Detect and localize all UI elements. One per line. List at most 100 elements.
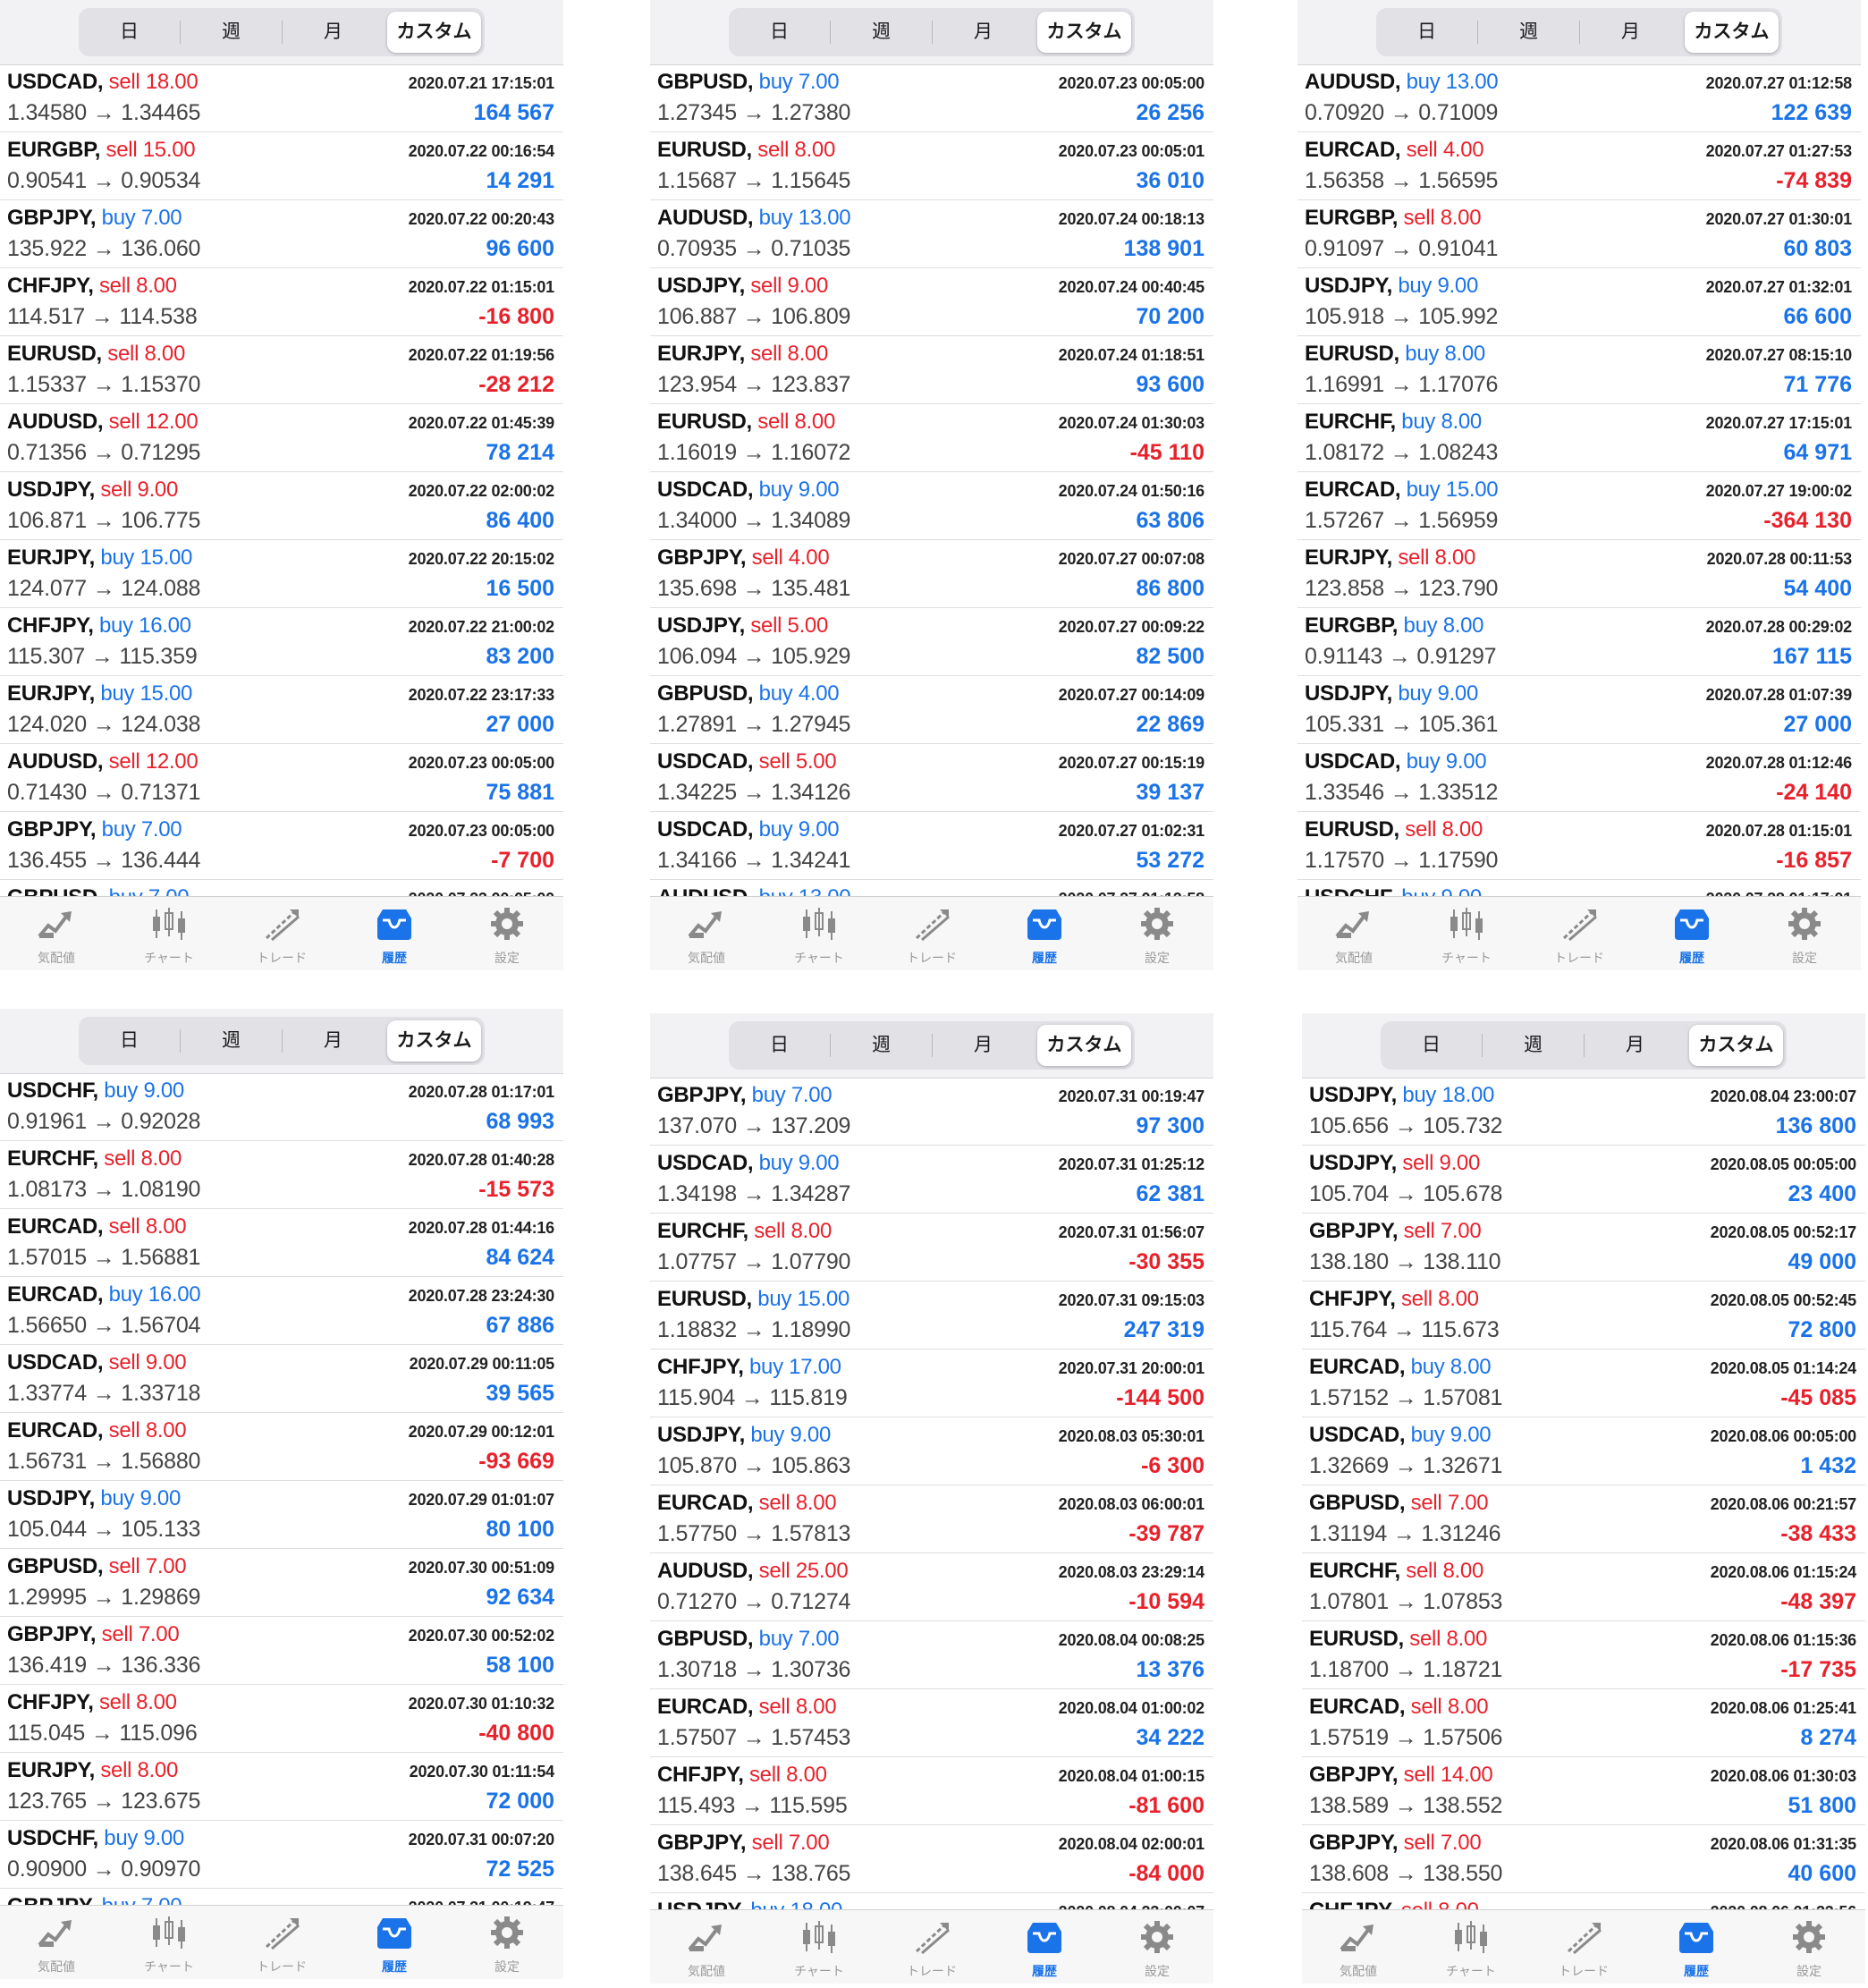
- trade-row[interactable]: USDJPY, sell 5.00 2020.07.27 00:09:22 106.…: [650, 608, 1213, 676]
- trade-row[interactable]: EURUSD, sell 8.00 2020.08.06 01:15:36 1.18…: [1302, 1621, 1865, 1689]
- trade-row[interactable]: USDCAD, sell 18.00 2020.07.21 17:15:01 1.3…: [0, 64, 563, 132]
- period-segment[interactable]: カスタム: [387, 12, 481, 53]
- period-segment[interactable]: 日: [120, 21, 139, 42]
- trade-row[interactable]: CHFJPY, sell 8.00 2020.08.05 00:52:45 115.…: [1302, 1282, 1865, 1349]
- trade-history-list[interactable]: GBPJPY, buy 7.00 2020.07.31 00:19:47 137.0…: [650, 1078, 1213, 1909]
- tab-history[interactable]: 履歴: [1636, 897, 1748, 970]
- trade-row[interactable]: EURUSD, sell 8.00 2020.07.24 01:30:03 1.16…: [650, 404, 1213, 472]
- trade-history-list[interactable]: AUDUSD, buy 13.00 2020.07.27 01:12:58 0.70…: [1297, 64, 1861, 896]
- trade-row[interactable]: AUDUSD, buy 13.00 2020.07.27 01:12:58 0.70…: [1297, 64, 1861, 132]
- period-segment[interactable]: カスタム: [1685, 12, 1779, 53]
- trade-row[interactable]: GBPJPY, sell 7.00 2020.08.05 00:52:17 138.…: [1302, 1214, 1865, 1282]
- period-segment[interactable]: 週: [1519, 21, 1538, 42]
- trade-row[interactable]: AUDUSD, sell 25.00 2020.08.03 23:29:14 0.7…: [650, 1553, 1213, 1621]
- trade-row[interactable]: EURJPY, buy 15.00 2020.07.22 20:15:02 124.…: [0, 540, 563, 608]
- trade-row[interactable]: EURCAD, sell 8.00 2020.08.03 06:00:01 1.57…: [650, 1485, 1213, 1553]
- trade-row[interactable]: GBPUSD, buy 4.00 2020.07.27 00:14:09 1.278…: [650, 676, 1213, 744]
- trade-row[interactable]: EURGBP, sell 8.00 2020.07.27 01:30:01 0.91…: [1297, 200, 1861, 268]
- period-segment[interactable]: 日: [770, 21, 789, 42]
- tab-settings[interactable]: 設定: [1101, 897, 1213, 970]
- tab-chart[interactable]: チャート: [763, 1910, 875, 1984]
- trade-row[interactable]: EURCAD, buy 15.00 2020.07.27 19:00:02 1.57…: [1297, 472, 1861, 540]
- trade-row[interactable]: AUDUSD, buy 13.00 2020.07.27 01:12:58: [650, 880, 1213, 896]
- tab-trade[interactable]: トレード: [875, 897, 988, 970]
- trade-row[interactable]: CHFJPY, sell 8.00 2020.08.04 01:00:15 115.…: [650, 1757, 1213, 1825]
- trade-row[interactable]: EURCHF, sell 8.00 2020.07.31 01:56:07 1.07…: [650, 1214, 1213, 1282]
- trade-row[interactable]: GBPJPY, sell 7.00 2020.08.04 02:00:01 138.…: [650, 1825, 1213, 1893]
- trade-row[interactable]: USDJPY, buy 9.00 2020.08.03 05:30:01 105.8…: [650, 1417, 1213, 1485]
- trade-row[interactable]: USDJPY, buy 18.00 2020.08.04 23:00:07 105.…: [1302, 1078, 1865, 1146]
- trade-row[interactable]: EURCAD, buy 8.00 2020.08.05 01:14:24 1.571…: [1302, 1349, 1865, 1417]
- tab-trade[interactable]: トレード: [875, 1910, 988, 1984]
- tab-history[interactable]: 履歴: [988, 1910, 1101, 1984]
- period-segment[interactable]: 週: [872, 21, 891, 42]
- trade-row[interactable]: GBPUSD, sell 7.00 2020.08.06 00:21:57 1.31…: [1302, 1485, 1865, 1553]
- trade-row[interactable]: CHFJPY, sell 8.00 2020.08.06 01:33:56: [1302, 1893, 1865, 1909]
- period-segment[interactable]: 月: [1621, 21, 1640, 42]
- tab-chart[interactable]: チャート: [113, 1906, 225, 1979]
- trade-row[interactable]: EURCAD, buy 16.00 2020.07.28 23:24:30 1.56…: [0, 1277, 563, 1345]
- tab-settings[interactable]: 設定: [1101, 1910, 1213, 1984]
- tab-history[interactable]: 履歴: [338, 1906, 451, 1979]
- period-segment[interactable]: 週: [222, 1030, 241, 1051]
- tab-quotes[interactable]: 気配値: [1302, 1910, 1415, 1984]
- period-segment[interactable]: 月: [324, 1030, 342, 1051]
- trade-row[interactable]: EURUSD, buy 15.00 2020.07.31 09:15:03 1.18…: [650, 1282, 1213, 1349]
- trade-row[interactable]: USDCAD, sell 5.00 2020.07.27 00:15:19 1.34…: [650, 744, 1213, 812]
- tab-trade[interactable]: トレード: [1527, 1910, 1640, 1984]
- tab-history[interactable]: 履歴: [338, 897, 451, 970]
- tab-quotes[interactable]: 気配値: [0, 897, 113, 970]
- tab-quotes[interactable]: 気配値: [650, 897, 763, 970]
- trade-row[interactable]: EURCAD, sell 8.00 2020.07.28 01:44:16 1.57…: [0, 1209, 563, 1277]
- trade-row[interactable]: GBPJPY, sell 7.00 2020.07.30 00:52:02 136.…: [0, 1617, 563, 1685]
- trade-row[interactable]: USDCHF, buy 9.00 2020.07.31 00:07:20 0.909…: [0, 1821, 563, 1889]
- trade-row[interactable]: AUDUSD, sell 12.00 2020.07.23 00:05:00 0.7…: [0, 744, 563, 812]
- tab-settings[interactable]: 設定: [451, 897, 563, 970]
- trade-row[interactable]: GBPJPY, sell 14.00 2020.08.06 01:30:03 138…: [1302, 1757, 1865, 1825]
- trade-row[interactable]: GBPJPY, buy 7.00 2020.07.31 00:19:47 137.0…: [650, 1078, 1213, 1146]
- tab-quotes[interactable]: 気配値: [650, 1910, 763, 1984]
- trade-row[interactable]: AUDUSD, sell 12.00 2020.07.22 01:45:39 0.7…: [0, 404, 563, 472]
- trade-row[interactable]: USDCHF, buy 9.00 2020.07.28 01:17:01: [1297, 880, 1861, 896]
- tab-trade[interactable]: トレード: [1523, 897, 1636, 970]
- trade-row[interactable]: USDJPY, buy 9.00 2020.07.27 01:32:01 105.9…: [1297, 268, 1861, 336]
- tab-quotes[interactable]: 気配値: [1297, 897, 1410, 970]
- trade-row[interactable]: CHFJPY, buy 16.00 2020.07.22 21:00:02 115.…: [0, 608, 563, 676]
- trade-row[interactable]: CHFJPY, buy 17.00 2020.07.31 20:00:01 115.…: [650, 1349, 1213, 1417]
- period-segment[interactable]: 月: [974, 21, 993, 42]
- period-segment[interactable]: 日: [770, 1035, 789, 1055]
- trade-row[interactable]: GBPUSD, sell 7.00 2020.07.30 00:51:09 1.29…: [0, 1549, 563, 1617]
- tab-trade[interactable]: トレード: [225, 1906, 338, 1979]
- trade-row[interactable]: EURUSD, sell 8.00 2020.07.23 00:05:01 1.15…: [650, 132, 1213, 200]
- tab-settings[interactable]: 設定: [1748, 897, 1861, 970]
- tab-chart[interactable]: チャート: [1410, 897, 1523, 970]
- trade-row[interactable]: EURGBP, buy 8.00 2020.07.28 00:29:02 0.911…: [1297, 608, 1861, 676]
- trade-row[interactable]: GBPJPY, buy 7.00 2020.07.31 00:19:47: [0, 1889, 563, 1905]
- trade-row[interactable]: USDCAD, buy 9.00 2020.08.06 00:05:00 1.326…: [1302, 1417, 1865, 1485]
- trade-row[interactable]: EURCAD, sell 8.00 2020.08.06 01:25:41 1.57…: [1302, 1689, 1865, 1757]
- trade-row[interactable]: EURCHF, sell 8.00 2020.08.06 01:15:24 1.07…: [1302, 1553, 1865, 1621]
- period-segment[interactable]: 週: [872, 1035, 891, 1055]
- tab-settings[interactable]: 設定: [1753, 1910, 1865, 1984]
- period-segment[interactable]: 月: [974, 1035, 993, 1055]
- trade-row[interactable]: USDCAD, buy 9.00 2020.07.31 01:25:12 1.341…: [650, 1146, 1213, 1214]
- trade-row[interactable]: USDCHF, buy 9.00 2020.07.28 01:17:01 0.919…: [0, 1073, 563, 1141]
- tab-chart[interactable]: チャート: [113, 897, 225, 970]
- trade-history-list[interactable]: GBPUSD, buy 7.00 2020.07.23 00:05:00 1.273…: [650, 64, 1213, 896]
- trade-row[interactable]: EURUSD, sell 8.00 2020.07.22 01:19:56 1.15…: [0, 336, 563, 404]
- tab-trade[interactable]: トレード: [225, 897, 338, 970]
- period-segment[interactable]: 月: [324, 21, 342, 42]
- trade-row[interactable]: EURCAD, sell 8.00 2020.08.04 01:00:02 1.57…: [650, 1689, 1213, 1757]
- trade-row[interactable]: GBPJPY, buy 7.00 2020.07.23 00:05:00 136.4…: [0, 812, 563, 880]
- tab-chart[interactable]: チャート: [1415, 1910, 1527, 1984]
- period-segment[interactable]: 週: [1524, 1035, 1543, 1055]
- trade-row[interactable]: CHFJPY, sell 8.00 2020.07.22 01:15:01 114.…: [0, 268, 563, 336]
- trade-row[interactable]: GBPJPY, sell 4.00 2020.07.27 00:07:08 135.…: [650, 540, 1213, 608]
- trade-row[interactable]: EURCAD, sell 4.00 2020.07.27 01:27:53 1.56…: [1297, 132, 1861, 200]
- trade-history-list[interactable]: USDCHF, buy 9.00 2020.07.28 01:17:01 0.919…: [0, 1073, 563, 1905]
- trade-row[interactable]: USDJPY, buy 9.00 2020.07.28 01:07:39 105.3…: [1297, 676, 1861, 744]
- period-segment[interactable]: 月: [1626, 1035, 1644, 1055]
- trade-row[interactable]: EURGBP, sell 15.00 2020.07.22 00:16:54 0.9…: [0, 132, 563, 200]
- period-segment[interactable]: 日: [120, 1030, 139, 1051]
- trade-row[interactable]: USDJPY, sell 9.00 2020.08.05 00:05:00 105.…: [1302, 1146, 1865, 1214]
